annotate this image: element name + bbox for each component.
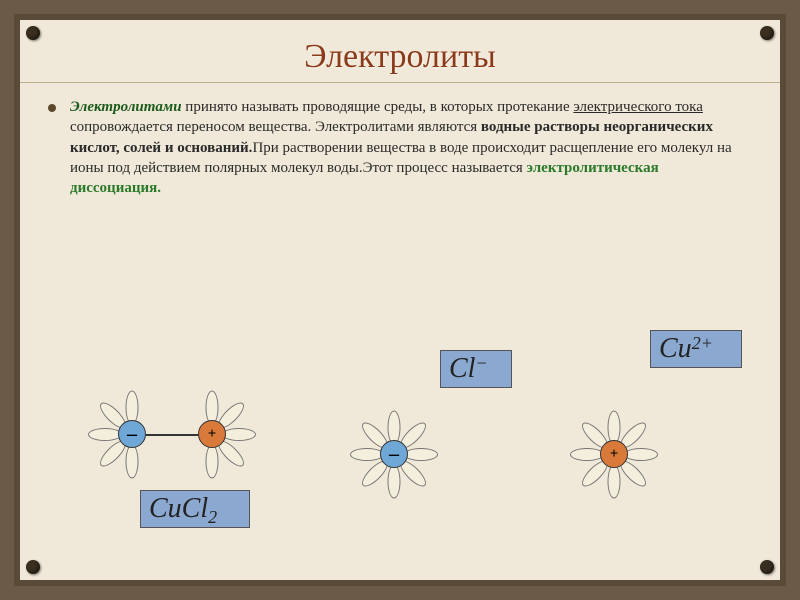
- water-molecule-petal: [88, 428, 122, 441]
- slide-title: Электролиты: [20, 20, 780, 83]
- body-paragraph: Электролитами принято называть проводящи…: [70, 97, 750, 198]
- water-molecule-petal: [404, 448, 438, 461]
- water-molecule-petal: [206, 390, 219, 424]
- term-electric-current: электрического тока: [573, 99, 703, 115]
- bond-line: [146, 434, 198, 436]
- water-molecule-petal: [608, 410, 621, 444]
- label-cl-minus: Cl−: [440, 350, 512, 388]
- water-molecule-petal: [126, 390, 139, 424]
- water-molecule-petal: [624, 448, 658, 461]
- water-molecule-petal: [222, 428, 256, 441]
- slide-body: Электролитами принято называть проводящи…: [20, 83, 780, 198]
- slide-frame-inner: Электролиты Электролитами принято называ…: [14, 14, 786, 586]
- water-molecule-petal: [388, 410, 401, 444]
- copper-ion-hydrated: +: [600, 440, 628, 468]
- bullet-icon: [48, 104, 56, 112]
- water-molecule-petal: [388, 464, 401, 498]
- water-molecule-petal: [608, 464, 621, 498]
- label-cucl2: CuCl2: [140, 490, 250, 528]
- slide-frame-outer: Электролиты Электролитами принято называ…: [0, 0, 800, 600]
- water-molecule-petal: [206, 444, 219, 478]
- chloride-ion-hydrated: –: [380, 440, 408, 468]
- water-molecule-petal: [350, 448, 384, 461]
- diagram-area: – + – + CuCl2 Cl− Cu2+: [40, 310, 760, 560]
- copper-ion: +: [198, 420, 226, 448]
- water-molecule-petal: [126, 444, 139, 478]
- corner-screw-icon: [26, 560, 40, 574]
- corner-screw-icon: [760, 560, 774, 574]
- chloride-ion: –: [118, 420, 146, 448]
- corner-screw-icon: [760, 26, 774, 40]
- water-molecule-petal: [570, 448, 604, 461]
- label-cu-2plus: Cu2+: [650, 330, 742, 368]
- corner-screw-icon: [26, 26, 40, 40]
- term-electrolytes: Электролитами: [70, 99, 182, 115]
